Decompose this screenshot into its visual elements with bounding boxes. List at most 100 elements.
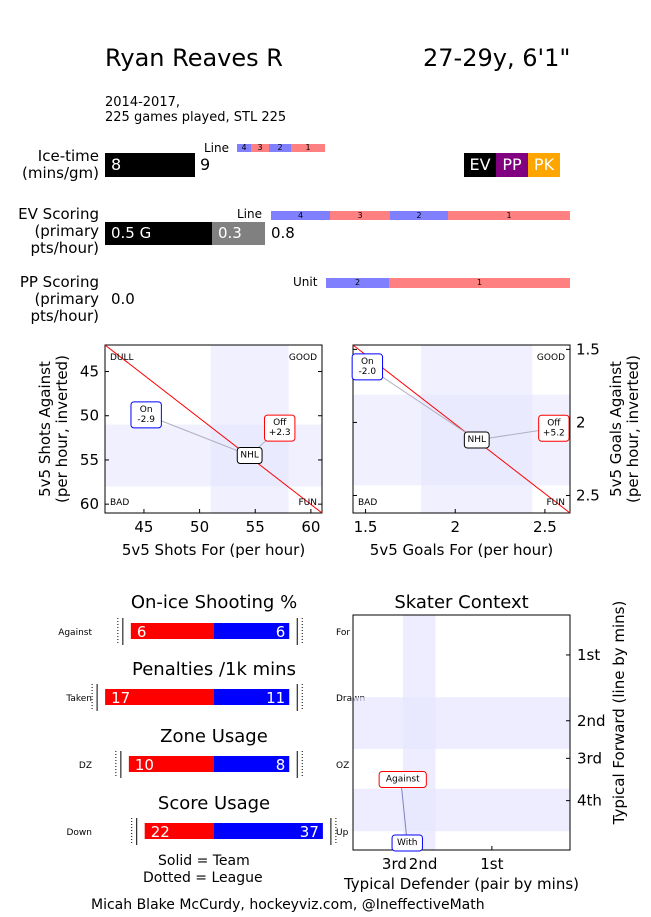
shots-chart-corner-br: FUN [299, 498, 318, 508]
context-point-0-label: Against [386, 775, 420, 785]
pp-unit-bar: 2 1 [326, 278, 570, 288]
ev-assists-value: 0.3 [218, 224, 242, 242]
shots-chart-corner-bl: BAD [110, 498, 129, 508]
zone-left-value: 10 [135, 756, 154, 774]
goals-chart-ytick-label-2: 2.5 [576, 486, 600, 504]
zone-left-bar [128, 756, 214, 772]
penalties-title: Penalties /1k mins [132, 659, 296, 680]
ev-scoring-label-line1: EV Scoring [18, 205, 99, 223]
pp-scoring-label-line3: pts/hour) [30, 307, 99, 325]
icetime-label-line1: Ice-time [37, 147, 99, 165]
context-ytick-label-2: 3rd [577, 749, 602, 767]
penalties-right-value: 11 [266, 689, 285, 707]
ev-goals-value: 0.5 G [111, 224, 152, 242]
icetime-line-1-label: 1 [305, 143, 311, 152]
pp-unit-2-label: 2 [354, 278, 361, 287]
ev-line-1: 1 [448, 211, 570, 220]
goals-chart-point-2-label: NHL [467, 435, 486, 445]
context-link [400, 779, 408, 844]
shooting-right-bar [214, 623, 290, 639]
ev-line-3: 3 [330, 211, 390, 220]
ev-line-2: 2 [390, 211, 448, 220]
ev-assists-bar [212, 222, 265, 245]
context-title: Skater Context [394, 592, 528, 613]
goals-chart-link-0 [367, 366, 478, 441]
shots-chart-ytick-label-3: 60 [80, 495, 99, 513]
ev-line-2-label: 2 [416, 211, 422, 220]
ev-badge: EV [464, 153, 496, 177]
context-shade-forward-2 [353, 788, 570, 832]
ev-total-value: 0.8 [271, 224, 295, 242]
shots-chart-frame [104, 344, 323, 514]
score-right-bar [214, 823, 323, 839]
pk-badge: PK [528, 153, 560, 177]
age-height: 27-29y, 6'1" [423, 44, 571, 72]
penalties-left-value: 17 [111, 689, 130, 707]
goals-chart-ytick-label-1: 2 [576, 413, 586, 431]
pp-scoring-value: 0.0 [111, 290, 135, 308]
goals-chart-point-1-box [538, 414, 570, 442]
shots-chart-point-2-box [236, 447, 263, 465]
penalties-right-label: Drawn [336, 694, 365, 704]
shots-chart-point-1-box [264, 414, 296, 442]
goals-chart-point-0-box [351, 353, 384, 381]
penalties-left-label: Taken [65, 694, 92, 704]
zone-left-label: DZ [79, 761, 92, 771]
icetime-label-line2: (mins/gm) [22, 164, 99, 182]
ev-line-1-label: 1 [506, 211, 512, 220]
pp-scoring-label-line2: (primary [34, 290, 99, 308]
context-point-1-label: With [397, 838, 417, 848]
seasons-text: 2014-2017, [105, 95, 180, 110]
zone-right-value: 8 [276, 756, 286, 774]
shooting-left-label: Against [58, 628, 92, 638]
goals-chart-point-0-label: On -2.0 [359, 357, 377, 377]
ev-line-bar: 4 3 2 1 [271, 211, 570, 220]
shots-chart-xtick-label-1: 50 [190, 518, 209, 536]
shooting-left-value: 6 [137, 623, 147, 641]
ev-line-3-label: 3 [357, 211, 363, 220]
context-xtick-label-1: 2nd [409, 855, 438, 873]
shots-chart-xlabel: 5v5 Shots For (per hour) [122, 541, 305, 559]
icetime-bar-value: 8 [111, 155, 122, 174]
shots-chart-ytick-label-0: 45 [80, 363, 99, 381]
shots-chart-point-2-label: NHL [240, 451, 259, 461]
shooting-title: On-ice Shooting % [131, 592, 297, 613]
icetime-bar [105, 153, 195, 177]
zone-right-bar [214, 756, 290, 772]
icetime-line-3-label: 3 [257, 143, 263, 152]
icetime-league-value: 9 [200, 155, 211, 174]
context-shade-forward-1 [353, 697, 570, 749]
shots-chart-ytick-label-2: 55 [80, 451, 99, 469]
legend-dotted: Dotted = League [143, 870, 263, 886]
context-xtick-label-2: 1st [480, 855, 503, 873]
shots-chart-point-0-label: On -2.9 [137, 405, 155, 425]
score-right-value: 37 [300, 823, 319, 841]
pp-unit-2: 2 [326, 278, 389, 288]
goals-chart-xtick-label-2: 2.5 [533, 518, 557, 536]
goals-chart-xlabel: 5v5 Goals For (per hour) [370, 541, 553, 559]
shots-chart-xtick-label-3: 60 [301, 518, 320, 536]
icetime-line-4: 4 [237, 144, 251, 152]
ev-line-title: Line [237, 207, 263, 221]
context-ytick-label-0: 1st [577, 646, 600, 664]
goals-chart-ylabel: 5v5 Goals Against(per hour, inverted) [607, 355, 642, 503]
icetime-label: Ice-time (mins/gm) [0, 148, 99, 182]
shooting-right-value: 6 [276, 623, 286, 641]
score-left-bar [144, 823, 214, 839]
goals-chart-point-2-box [463, 431, 490, 449]
goals-chart-ytick-label-0: 1.5 [576, 340, 600, 358]
goals-chart-corner-tr: GOOD [537, 353, 565, 363]
icetime-line-4-label: 4 [241, 143, 247, 152]
shots-chart-point-0-box [130, 401, 162, 429]
context-xlabel: Typical Defender (pair by mins) [343, 875, 579, 893]
shots-chart-xtick-label-2: 55 [246, 518, 265, 536]
zone-title: Zone Usage [160, 726, 268, 747]
ev-scoring-label: EV Scoring (primary pts/hour) [0, 206, 99, 257]
shots-chart-corner-tl: DULL [110, 353, 134, 363]
shooting-left-bar [130, 623, 214, 639]
context-ylabel: Typical Forward (line by mins) [610, 601, 628, 826]
score-right-label: Up [336, 828, 349, 838]
goals-chart-xtick-label-1: 2 [450, 518, 460, 536]
context-xtick-label-0: 3rd [382, 855, 407, 873]
